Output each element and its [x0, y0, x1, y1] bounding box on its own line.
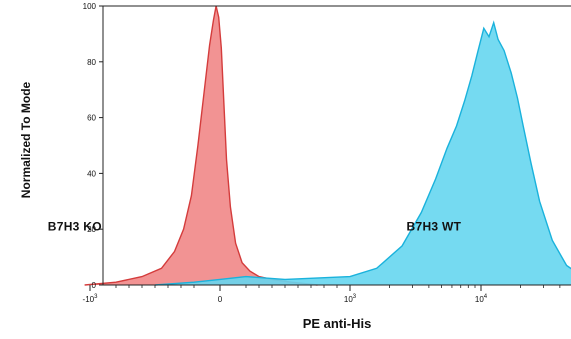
x-tick-label: -103 [83, 294, 99, 304]
x-tick-exponent: 4 [484, 294, 488, 300]
annotations: B7H3 KO B7H3 WT [48, 219, 462, 233]
y-tick-label: 60 [87, 114, 96, 123]
x-axis-title: PE anti-His [303, 316, 372, 331]
series-line-b7h3-ko [84, 5, 318, 286]
y-tick-label: 0 [92, 281, 97, 290]
x-tick-exponent: 3 [94, 294, 98, 300]
plot-area [84, 5, 571, 286]
series-area-b7h3-wt [155, 22, 571, 285]
annotation-b7h3-ko: B7H3 KO [48, 219, 102, 233]
series-area-b7h3-ko [84, 6, 318, 285]
x-tick-label: 0 [218, 295, 223, 304]
y-axis-title: Normalized To Mode [19, 81, 33, 198]
x-tick-exponent: 3 [353, 294, 357, 300]
series-line-b7h3-wt [154, 20, 571, 286]
y-tick-label: 40 [87, 169, 96, 178]
y-tick-label: 80 [87, 58, 96, 67]
annotation-b7h3-wt: B7H3 WT [407, 219, 462, 233]
x-tick-label: 104 [475, 294, 488, 304]
y-tick-label: 100 [83, 2, 97, 11]
y-tick-label: 20 [87, 225, 96, 234]
x-tick-label: 103 [344, 294, 357, 304]
